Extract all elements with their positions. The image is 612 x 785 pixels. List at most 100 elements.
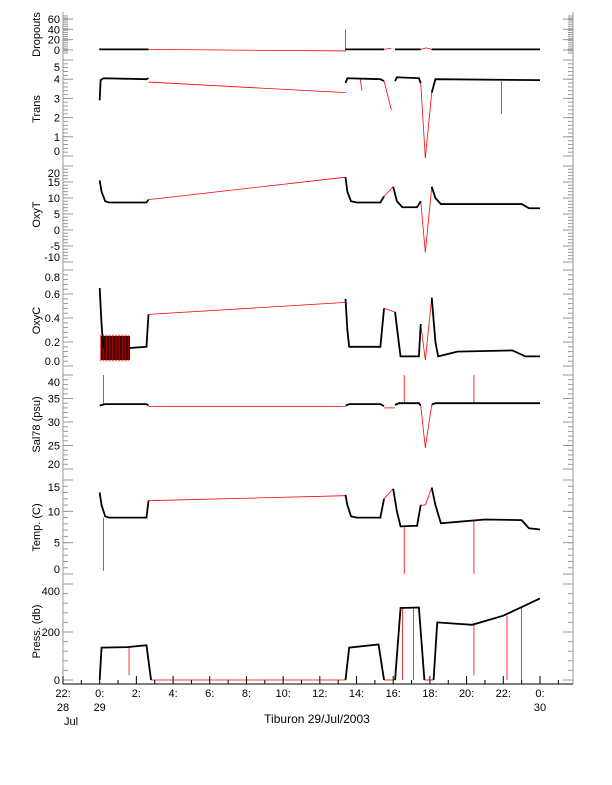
panel-1-y-tick-label: 0	[54, 146, 60, 158]
panel-1-interpolated-line	[359, 79, 363, 91]
panel-0-interpolated-line	[426, 47, 432, 50]
panel-6-y-tick-label: 0	[54, 675, 60, 687]
panel-1-y-axis-label: Trans	[31, 95, 43, 123]
panel-1-data-line	[344, 77, 385, 84]
panel-0-y-axis-label: Dropouts	[31, 12, 43, 57]
panel-0-interpolated-line	[148, 49, 346, 52]
panel-4-interpolated-line	[424, 404, 433, 448]
panel-1-y-tick-label: 4	[54, 74, 60, 86]
panel-5-y-tick-label: 5	[54, 538, 60, 550]
panel-4-data-line	[345, 403, 385, 407]
panel-0-y-tick-label: 0	[54, 45, 60, 57]
panel-2-interpolated-line	[383, 186, 394, 197]
panel-3-y-tick-label: 0.8	[45, 272, 60, 284]
panel-1-data-line	[430, 78, 540, 93]
panel-0-interpolated-line	[383, 47, 392, 50]
panel-3-interpolated-line	[424, 297, 433, 361]
panel-4-y-tick-label: 30	[48, 417, 60, 429]
panel-5-data-line	[430, 487, 541, 531]
panel-3-data-line	[344, 298, 385, 348]
panel-1-interpolated-line	[383, 81, 392, 111]
panel-3-y-tick-label: 0.4	[45, 313, 60, 325]
panel-3-data-line	[98, 287, 105, 349]
x-tick-label: 0:	[535, 688, 544, 700]
panel-4-y-axis-label: Sal78 (psu)	[31, 396, 43, 452]
panel-3-y-tick-label: 0.0	[45, 356, 60, 368]
panel-3-interpolated-line	[383, 308, 396, 313]
panel-3-y-axis-label: OxyC	[31, 307, 43, 335]
x-tick-label: 16:	[386, 688, 401, 700]
panel-5-y-tick-label: 0	[54, 564, 60, 576]
panel-2-data-line	[98, 180, 150, 204]
panel-2-y-tick-label: 15	[48, 177, 60, 189]
x-tick-label: 18:	[422, 688, 437, 700]
panel-2-interpolated-line	[424, 186, 433, 253]
panel-1-y-tick-label: 2	[54, 113, 60, 125]
panel-6-y-tick-label: 200	[42, 627, 60, 639]
panel-2-y-tick-label: -5	[50, 241, 60, 253]
panel-5-data-line	[392, 488, 422, 528]
x-tick-label: 6:	[205, 688, 214, 700]
panel-2-interpolated-line	[148, 176, 346, 200]
panel-6-data-line	[98, 644, 152, 681]
x-tick-label: 0:	[95, 688, 104, 700]
x-tick-label: 14:	[349, 688, 364, 700]
panel-3-data-line	[394, 311, 422, 358]
x-tick-label: 4:	[168, 688, 177, 700]
x-tick-label: 12:	[312, 688, 327, 700]
panel-3-y-tick-label: 0.6	[45, 289, 60, 301]
panel-5-interpolated-line	[383, 488, 394, 500]
panel-1-interpolated-line	[420, 83, 426, 158]
panel-2-y-axis-label: OxyT	[31, 201, 43, 228]
panel-2-y-tick-label: 20	[48, 168, 60, 180]
panel-5-data-line	[98, 492, 150, 519]
panel-3-y-tick-label: 0.2	[45, 337, 60, 349]
panel-2-data-line	[430, 186, 540, 210]
panel-0-y-tick-label: 20	[48, 35, 60, 47]
panel-2-y-tick-label: 5	[54, 209, 60, 221]
panel-6-y-tick-label: 400	[42, 586, 60, 598]
x-tick-label: Jul	[64, 716, 78, 728]
panel-4-data-line	[394, 402, 422, 407]
panel-6-y-axis-label: Press. (db)	[31, 605, 43, 659]
panel-4-data-line	[431, 402, 540, 406]
panel-5-interpolated-line	[424, 487, 433, 506]
x-tick-label: 22:	[55, 688, 70, 700]
panel-6-data-line	[344, 643, 385, 681]
panel-5-data-line	[344, 494, 385, 519]
x-tick-label: 22:	[496, 688, 511, 700]
panel-2-y-tick-label: 0	[54, 225, 60, 237]
panel-6-data-line	[432, 597, 541, 681]
panel-1-data-line	[394, 76, 422, 84]
panel-2-data-line	[392, 186, 422, 209]
panel-3-interpolated-line	[420, 323, 426, 361]
panel-4-y-tick-label: 35	[48, 394, 60, 406]
panel-1-interpolated-line	[148, 81, 346, 94]
x-tick-label: 30	[534, 702, 546, 714]
panel-2-data-line	[344, 177, 385, 204]
panel-4-interpolated-line	[420, 405, 426, 448]
panel-4-y-tick-label: 20	[48, 459, 60, 471]
panel-4-y-tick-label: 25	[48, 441, 60, 453]
panel-0-interpolated-line	[420, 47, 427, 50]
panel-1-data-line	[98, 77, 149, 101]
panel-2-interpolated-line	[420, 201, 426, 253]
panel-5-interpolated-line	[148, 495, 346, 502]
panel-1-y-tick-label: 5	[54, 62, 60, 74]
panel-3-interpolated-line	[148, 302, 346, 315]
x-tick-label: 8:	[242, 688, 251, 700]
x-tick-label: 2:	[132, 688, 141, 700]
panel-1-y-tick-label: 1	[54, 132, 60, 144]
panel-1-interpolated-line	[424, 92, 433, 158]
panel-1-y-tick-label: 3	[54, 93, 60, 105]
panel-5-y-tick-label: 10	[48, 506, 60, 518]
x-tick-label: 28	[57, 702, 69, 714]
x-tick-label: 20:	[459, 688, 474, 700]
panel-0-y-tick-label: 60	[48, 14, 60, 26]
panel-6-data-line	[394, 606, 426, 681]
panel-3-data-line	[430, 297, 540, 358]
panel-4-data-line	[99, 403, 150, 407]
panel-4-y-tick-label: 40	[48, 377, 60, 389]
panel-5-y-axis-label: Temp. (C)	[31, 503, 43, 551]
